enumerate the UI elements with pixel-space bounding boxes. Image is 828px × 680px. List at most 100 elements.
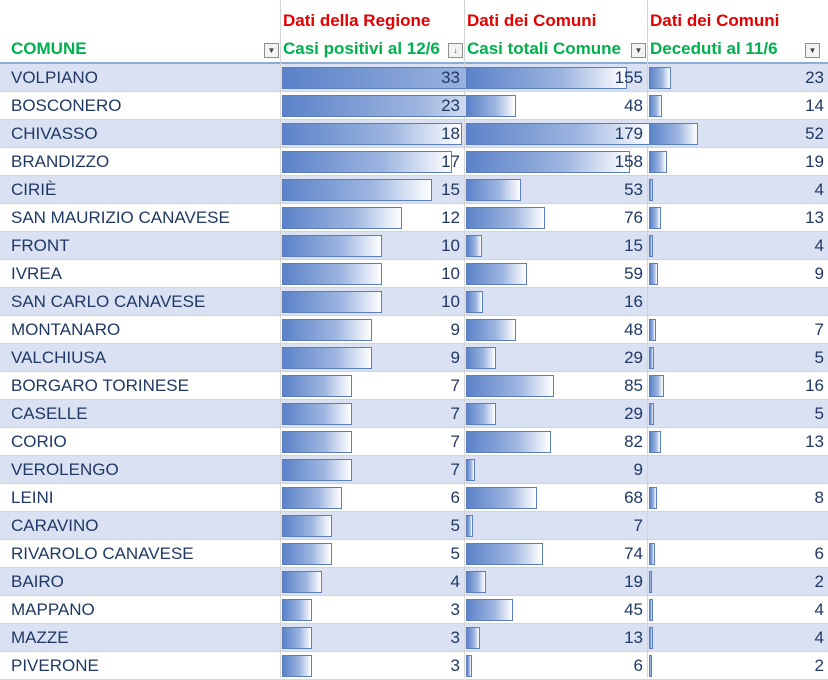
cell-deceduti[interactable]: 13 <box>805 208 824 227</box>
table-row[interactable]: CIRIÈ 15 53 4 <box>0 176 828 204</box>
cell-deceduti[interactable]: 4 <box>814 628 824 647</box>
table-row[interactable]: SAN MAURIZIO CANAVESE 12 76 13 <box>0 204 828 232</box>
group-header-regione[interactable]: Dati della Regione <box>283 11 431 30</box>
table-row[interactable]: FRONT 10 15 4 <box>0 232 828 260</box>
cell-deceduti[interactable]: 2 <box>814 572 824 591</box>
cell-casi-totali[interactable]: 6 <box>633 656 643 675</box>
cell-casi-positivi[interactable]: 7 <box>450 432 460 451</box>
cell-comune[interactable]: MAPPANO <box>11 600 95 619</box>
cell-deceduti[interactable]: 8 <box>814 488 824 507</box>
cell-deceduti[interactable]: 5 <box>814 348 824 367</box>
cell-casi-positivi[interactable]: 4 <box>450 572 460 591</box>
cell-comune[interactable]: MONTANARO <box>11 320 121 339</box>
table-row[interactable]: VOLPIANO 33 155 23 <box>0 64 828 92</box>
cell-casi-positivi[interactable]: 23 <box>441 96 460 115</box>
cell-comune[interactable]: BAIRO <box>11 572 64 591</box>
cell-casi-totali[interactable]: 29 <box>624 404 643 423</box>
cell-casi-totali[interactable]: 85 <box>624 376 643 395</box>
cell-deceduti[interactable] <box>647 288 828 316</box>
cell-deceduti[interactable]: 13 <box>805 432 824 451</box>
table-row[interactable]: MAPPANO 3 45 4 <box>0 596 828 624</box>
cell-comune[interactable]: CHIVASSO <box>11 124 98 143</box>
column-header-casi-totali[interactable]: Casi totali Comune <box>467 39 621 58</box>
cell-casi-positivi[interactable]: 5 <box>450 544 460 563</box>
column-header-deceduti[interactable]: Deceduti al 11/6 <box>650 39 778 58</box>
table-row[interactable]: BAIRO 4 19 2 <box>0 568 828 596</box>
filter-dropdown-icon[interactable]: ▼ <box>264 43 279 58</box>
cell-casi-positivi[interactable]: 10 <box>441 236 460 255</box>
cell-comune[interactable]: BRANDIZZO <box>11 152 110 171</box>
cell-casi-totali[interactable]: 48 <box>624 320 643 339</box>
table-row[interactable]: RIVAROLO CANAVESE 5 74 6 <box>0 540 828 568</box>
cell-casi-positivi[interactable]: 3 <box>450 656 460 675</box>
cell-casi-totali[interactable]: 68 <box>624 488 643 507</box>
cell-casi-totali[interactable]: 9 <box>633 460 643 479</box>
filter-dropdown-icon[interactable]: ▼ <box>631 43 646 58</box>
cell-comune[interactable]: CASELLE <box>11 404 88 423</box>
cell-casi-positivi[interactable]: 6 <box>450 488 460 507</box>
cell-comune[interactable]: BORGARO TORINESE <box>11 376 189 395</box>
cell-casi-totali[interactable]: 29 <box>624 348 643 367</box>
cell-deceduti[interactable]: 23 <box>805 68 824 87</box>
cell-comune[interactable]: PIVERONE <box>11 656 99 675</box>
cell-comune[interactable]: MAZZE <box>11 628 69 647</box>
cell-casi-totali[interactable]: 59 <box>624 264 643 283</box>
group-header-comuni-2[interactable]: Dati dei Comuni <box>650 11 780 30</box>
table-row[interactable]: BRANDIZZO 17 158 19 <box>0 148 828 176</box>
cell-casi-positivi[interactable]: 9 <box>450 320 460 339</box>
group-header-comuni[interactable]: Dati dei Comuni <box>467 11 597 30</box>
cell-casi-totali[interactable]: 53 <box>624 180 643 199</box>
cell-deceduti[interactable]: 52 <box>805 124 824 143</box>
cell-comune[interactable]: CIRIÈ <box>11 180 57 199</box>
cell-deceduti[interactable]: 7 <box>814 320 824 339</box>
cell-comune[interactable]: RIVAROLO CANAVESE <box>11 544 194 563</box>
cell-comune[interactable]: FRONT <box>11 236 70 255</box>
table-row[interactable]: PIVERONE 3 6 2 <box>0 652 828 680</box>
cell-casi-totali[interactable]: 16 <box>624 292 643 311</box>
cell-deceduti[interactable]: 6 <box>814 544 824 563</box>
cell-comune[interactable]: SAN MAURIZIO CANAVESE <box>11 208 230 227</box>
table-row[interactable]: LEINI 6 68 8 <box>0 484 828 512</box>
table-row[interactable]: CARAVINO 5 7 <box>0 512 828 540</box>
table-row[interactable]: MONTANARO 9 48 7 <box>0 316 828 344</box>
cell-deceduti[interactable]: 4 <box>814 600 824 619</box>
cell-comune[interactable]: CARAVINO <box>11 516 99 535</box>
cell-comune[interactable]: LEINI <box>11 488 54 507</box>
cell-casi-positivi[interactable]: 15 <box>441 180 460 199</box>
table-row[interactable]: VALCHIUSA 9 29 5 <box>0 344 828 372</box>
cell-casi-positivi[interactable]: 3 <box>450 600 460 619</box>
column-header-casi-positivi[interactable]: Casi positivi al 12/6 <box>283 39 440 58</box>
cell-casi-totali[interactable]: 7 <box>633 516 643 535</box>
cell-casi-totali[interactable]: 158 <box>614 152 643 171</box>
cell-deceduti[interactable]: 5 <box>814 404 824 423</box>
cell-comune[interactable]: BOSCONERO <box>11 96 122 115</box>
cell-deceduti[interactable]: 4 <box>814 180 824 199</box>
table-row[interactable]: CASELLE 7 29 5 <box>0 400 828 428</box>
table-row[interactable]: SAN CARLO CANAVESE 10 16 <box>0 288 828 316</box>
cell-deceduti[interactable]: 4 <box>814 236 824 255</box>
cell-casi-totali[interactable]: 15 <box>624 236 643 255</box>
cell-casi-positivi[interactable]: 17 <box>441 152 460 171</box>
cell-comune[interactable]: VALCHIUSA <box>11 348 107 367</box>
sort-descending-icon[interactable]: ↓ <box>448 43 463 58</box>
cell-casi-totali[interactable]: 45 <box>624 600 643 619</box>
table-row[interactable]: VEROLENGO 7 9 <box>0 456 828 484</box>
cell-casi-positivi[interactable]: 9 <box>450 348 460 367</box>
cell-casi-positivi[interactable]: 18 <box>441 124 460 143</box>
filter-dropdown-icon[interactable]: ▼ <box>805 43 820 58</box>
cell-comune[interactable]: SAN CARLO CANAVESE <box>11 292 206 311</box>
cell-deceduti[interactable]: 19 <box>805 152 824 171</box>
cell-casi-positivi[interactable]: 10 <box>441 292 460 311</box>
cell-deceduti[interactable]: 9 <box>814 264 824 283</box>
table-row[interactable]: MAZZE 3 13 4 <box>0 624 828 652</box>
cell-casi-totali[interactable]: 82 <box>624 432 643 451</box>
cell-casi-totali[interactable]: 74 <box>624 544 643 563</box>
cell-casi-positivi[interactable]: 7 <box>450 460 460 479</box>
cell-casi-positivi[interactable]: 5 <box>450 516 460 535</box>
cell-comune[interactable]: IVREA <box>11 264 63 283</box>
cell-deceduti[interactable] <box>647 512 828 540</box>
table-row[interactable]: CORIO 7 82 13 <box>0 428 828 456</box>
cell-casi-totali[interactable]: 13 <box>624 628 643 647</box>
cell-casi-totali[interactable]: 155 <box>614 68 643 87</box>
column-header-comune[interactable]: COMUNE <box>11 39 87 58</box>
